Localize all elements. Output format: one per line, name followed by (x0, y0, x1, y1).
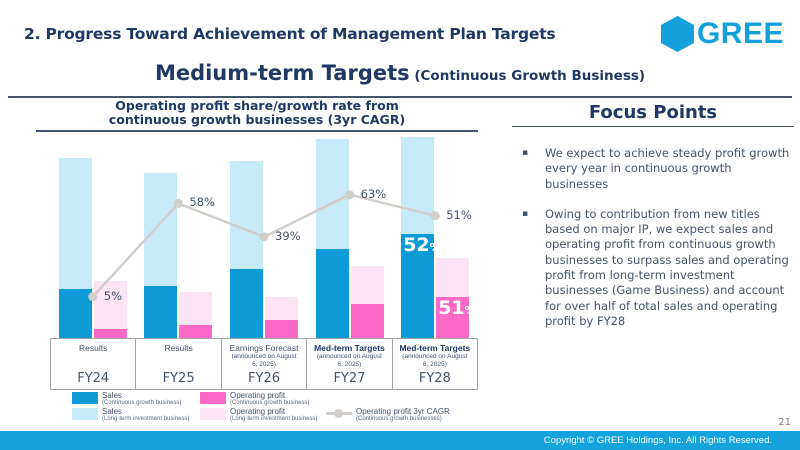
bar-sales-continuous-FY24 (58, 289, 92, 338)
bar-op-longterm-FY26 (265, 297, 298, 320)
category-cell-FY24: Results FY24 (51, 339, 137, 389)
copyright-text: Copyright © GREE Holdings, Inc. All Righ… (543, 435, 772, 446)
bar-op-longterm-FY27 (350, 266, 384, 304)
bar-op-longterm-FY25 (179, 292, 213, 325)
legend-label: Sales (102, 407, 123, 416)
slide-subtitle: Medium-term Targets (Continuous Growth B… (0, 61, 800, 85)
category-cell-FY26: Earnings Forecast (announced on August 6,… (222, 339, 308, 389)
category-fy-label-FY24: FY24 (77, 371, 110, 386)
chart-section-title: Operating profit share/growth rate from … (36, 99, 478, 132)
cagr-label-FY27: 63% (360, 186, 387, 201)
bar-sales-continuous-FY28 (401, 234, 435, 338)
bar-op-continuous-FY25 (179, 325, 213, 338)
category-status-FY28: Med-term Targets (399, 343, 471, 353)
bar-op-longterm-FY28 (436, 258, 470, 297)
legend-sublabel: (Continuous growth businesses) (356, 416, 442, 423)
gree-logo-text: GREE (696, 17, 784, 50)
legend-item-2: Sales (Long-term investment business) (72, 407, 189, 423)
category-table: Results FY24 Results FY25 Earnings Forecast(… (50, 338, 478, 390)
legend-swatch-icon (200, 408, 226, 420)
gree-logo: GREE (660, 16, 784, 52)
legend-label: Sales (102, 391, 123, 400)
bar-op-continuous-FY28 (436, 297, 470, 338)
bar-sales-continuous-FY27 (315, 249, 349, 338)
bullet-square-icon: ▪ (522, 148, 529, 158)
cagr-line-chart (88, 190, 440, 302)
cagr-marker-FY27 (345, 190, 355, 200)
cagr-label-FY25: 58% (189, 195, 215, 210)
category-status-FY24: Results (79, 343, 108, 353)
focus-bullet-1: ▪ We expect to achieve steady profit grow… (512, 146, 798, 192)
bar-sales-longterm-FY27 (315, 139, 349, 249)
header-divider (8, 96, 792, 98)
footer-bar: Copyright © GREE Holdings, Inc. All Righ… (0, 431, 800, 450)
cagr-marker-FY26 (259, 232, 269, 242)
legend-item-1: Sales (Continuous growth business) (72, 391, 181, 407)
category-fy-label-FY27: FY27 (333, 371, 366, 386)
legend-label: Operating profit (230, 407, 286, 416)
legend-item-4: Operating profit (Long-term investment bu… (200, 407, 317, 423)
category-fy-label-FY26: FY26 (248, 371, 280, 386)
cagr-label-FY24: 5% (103, 288, 123, 303)
category-status-FY25: Results (164, 343, 193, 353)
focus-points-title: Focus Points (512, 102, 794, 127)
category-fy-label-FY25: FY25 (162, 371, 195, 386)
chart-plot: 5% 58% 39% 63% 51% 52% 51% (50, 135, 478, 338)
legend-line-icon (326, 407, 352, 419)
bar-sales-continuous-FY25 (144, 286, 178, 338)
bar-sales-longterm-FY26 (230, 161, 263, 269)
bar-op-continuous-FY27 (350, 304, 384, 338)
bar-sales-longterm-FY25 (144, 173, 178, 286)
cagr-marker-FY28 (430, 211, 440, 221)
category-fy-label-FY28: FY28 (418, 371, 451, 386)
legend-item-5: Operating profit 3yr CAGR (Continuous gro… (326, 407, 450, 423)
category-note-FY27: (announced on August 6, 2025) (316, 353, 382, 369)
legend-sublabel: (Long-term investment business) (230, 416, 318, 423)
category-status-FY27: Med-term Targets (314, 343, 385, 353)
category-note-FY26: (announced on August 6, 2025) (231, 353, 297, 369)
legend-sublabel: (Continuous growth business) (230, 400, 310, 407)
bar-sales-continuous-FY26 (230, 269, 263, 338)
legend-label: Operating profit (230, 391, 286, 400)
category-cell-FY28: Med-term Targets (announced on August 6, … (393, 339, 477, 389)
legend-label: Operating profit 3yr CAGR (356, 407, 450, 416)
category-note-FY28: (announced on August 6, 2025) (402, 353, 468, 369)
subtitle-main: Medium-term Targets (154, 61, 410, 85)
legend-sublabel: (Continuous growth business) (102, 400, 182, 407)
bar-value-label-sales-FY28: 52% (403, 234, 441, 256)
cagr-label-FY26: 39% (275, 228, 301, 243)
cagr-marker-FY25 (173, 198, 183, 208)
subtitle-qualifier: (Continuous Growth Business) (409, 68, 646, 84)
category-cell-FY25: Results FY25 (136, 339, 222, 389)
bar-sales-longterm-FY24 (58, 158, 92, 289)
legend-swatch-icon (200, 392, 226, 404)
cagr-marker-FY24 (88, 292, 98, 302)
bar-op-continuous-FY24 (93, 329, 127, 338)
legend-swatch-icon (72, 408, 98, 420)
legend-swatch-icon (72, 392, 98, 404)
chart-legend: Sales (Continuous growth business) Sales (L… (50, 391, 478, 425)
focus-bullet-text: We expect to achieve steady profit growt… (545, 146, 790, 191)
category-cell-FY27: Med-term Targets (announced on August 6, … (307, 339, 393, 389)
bar-op-continuous-FY26 (265, 320, 298, 338)
legend-item-3: Operating profit (Continuous growth busin… (200, 391, 309, 407)
cagr-line (91, 193, 436, 298)
focus-bullet-text: Owing to contribution from new titles ba… (545, 206, 789, 328)
legend-sublabel: (Long-term investment business) (102, 416, 190, 423)
focus-bullet-2: ▪ Owing to contribution from new titles b… (512, 207, 798, 329)
bar-sales-longterm-FY28 (401, 137, 435, 234)
cagr-label-FY28: 51% (446, 207, 472, 222)
category-status-FY26: Earnings Forecast (229, 343, 299, 353)
chart-title-line2: continuous growth businesses (3yr CAGR) (108, 112, 406, 127)
bullet-square-icon: ▪ (522, 208, 529, 219)
chart-title-line1: Operating profit share/growth rate from (115, 98, 399, 113)
gree-hexagon-icon (660, 16, 694, 52)
page-number: 21 (778, 417, 791, 428)
page-title: 2. Progress Toward Achievement of Manage… (24, 25, 556, 43)
focus-bullet-list: ▪ We expect to achieve steady profit grow… (512, 146, 798, 344)
bar-value-label-op-FY28: 51% (438, 297, 476, 319)
